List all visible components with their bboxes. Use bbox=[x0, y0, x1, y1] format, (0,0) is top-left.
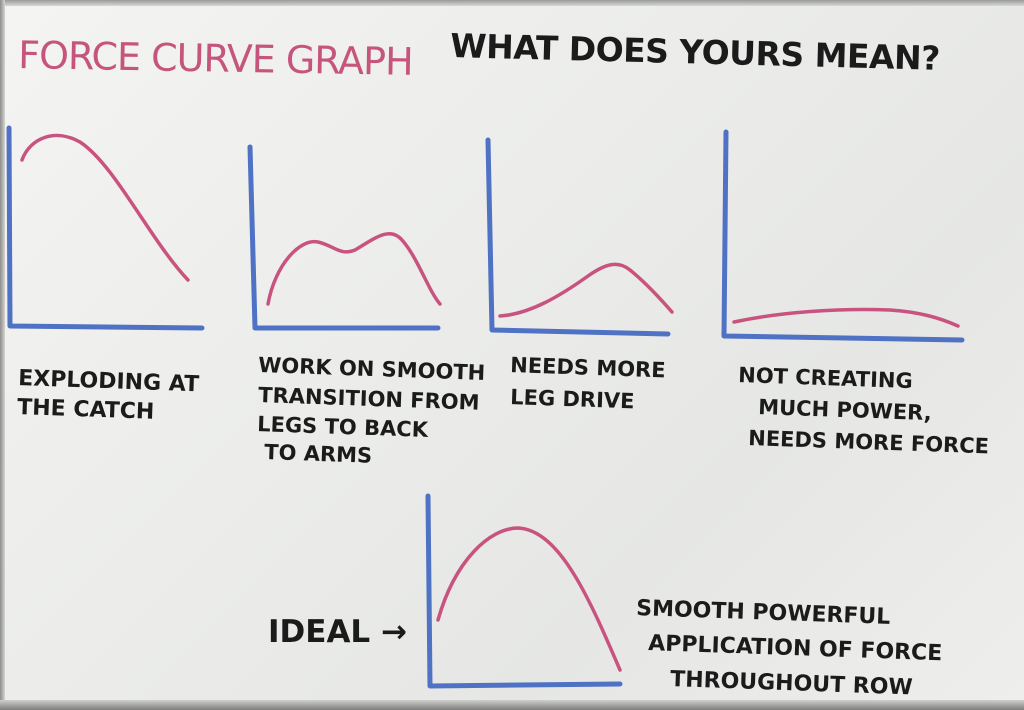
graph-exploding-at-catch: Exploding at the catch bbox=[6, 125, 205, 425]
graph-2-axes bbox=[247, 144, 441, 331]
graph-1-axes bbox=[6, 125, 205, 331]
ideal-caption-line-1: Smooth powerful bbox=[636, 596, 891, 630]
graph-2-curve bbox=[266, 232, 442, 306]
graph-4-caption-line-1: Not creating bbox=[738, 363, 913, 393]
board-question: What does yours mean? bbox=[450, 26, 941, 78]
whiteboard-frame-bottom bbox=[0, 700, 1024, 710]
ideal-label: IDEAL → bbox=[268, 614, 407, 650]
graph-2-caption-line-4: to arms bbox=[264, 440, 373, 468]
graph-smooth-transition: Work on smooth transition from legs to b… bbox=[247, 144, 486, 468]
board-title: Force Curve Graph bbox=[18, 33, 413, 84]
ideal-caption-line-2: application of force bbox=[648, 631, 943, 666]
graph-ideal: IDEAL → Smooth powerful application of f… bbox=[268, 493, 943, 700]
graph-3-caption-line-1: Needs more bbox=[510, 353, 666, 382]
graph-2-caption-line-1: Work on smooth bbox=[258, 353, 486, 385]
whiteboard-frame-top bbox=[0, 0, 1024, 6]
ideal-graph-curve bbox=[436, 526, 622, 672]
graph-3-caption-line-2: leg drive bbox=[510, 385, 635, 413]
graph-not-creating-power: Not creating much power, needs more forc… bbox=[721, 129, 990, 458]
graph-1-caption-line-1: Exploding at bbox=[18, 366, 200, 397]
ideal-caption-line-3: throughout row bbox=[670, 667, 913, 700]
graph-2-caption-line-3: legs to back bbox=[257, 412, 429, 442]
graph-4-caption-line-3: needs more force bbox=[748, 426, 990, 458]
whiteboard-frame-left bbox=[0, 0, 5, 710]
graph-2-caption-line-2: transition from bbox=[258, 383, 480, 415]
graph-4-caption-line-2: much power, bbox=[758, 395, 932, 425]
graph-3-curve bbox=[498, 262, 674, 318]
graph-needs-leg-drive: Needs more leg drive bbox=[485, 137, 674, 413]
graph-4-axes bbox=[721, 129, 965, 343]
graph-1-caption-line-2: the catch bbox=[17, 395, 155, 425]
ideal-graph-axes bbox=[425, 493, 623, 689]
graph-3-axes bbox=[485, 137, 671, 337]
graph-4-curve bbox=[732, 307, 960, 328]
graph-1-curve bbox=[20, 133, 190, 282]
